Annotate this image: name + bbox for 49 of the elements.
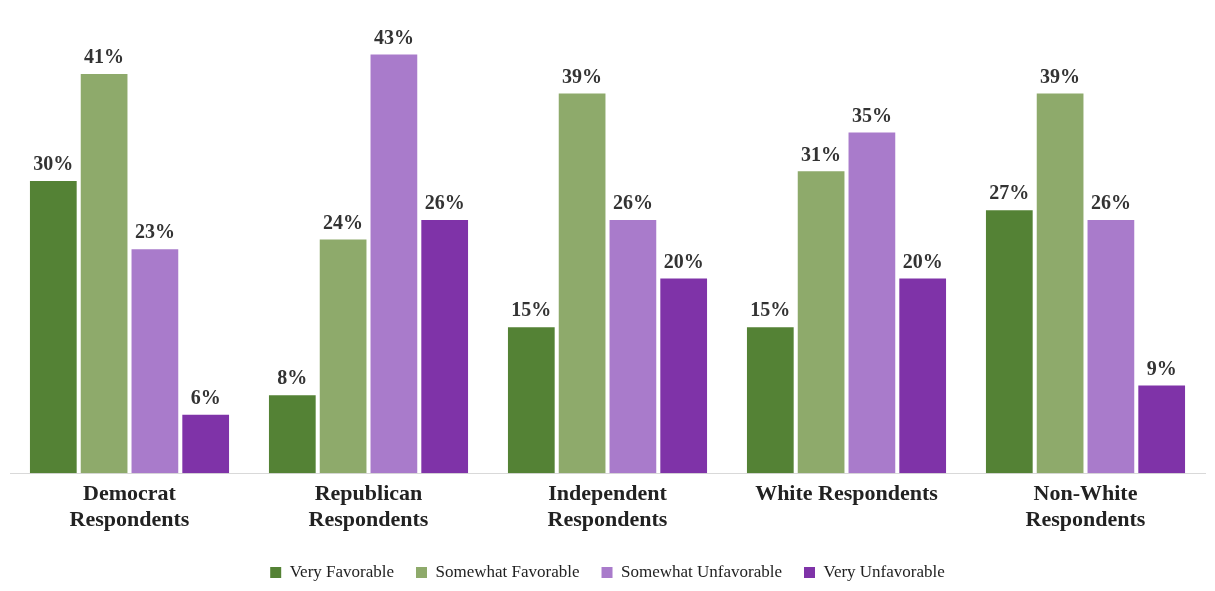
bar [609, 220, 657, 474]
bar [421, 220, 469, 474]
bar [1138, 385, 1186, 474]
data-label: 30% [33, 152, 74, 175]
data-label: 8% [277, 366, 308, 389]
data-label: 35% [851, 103, 892, 126]
bar [29, 181, 77, 474]
legend-label: Somewhat Unfavorable [621, 561, 782, 581]
bar [558, 93, 606, 474]
x-tick-label: White Respondents [755, 480, 939, 506]
data-label: 24% [323, 210, 364, 233]
legend-label: Very Unfavorable [823, 561, 945, 581]
data-label: 27% [989, 181, 1030, 204]
data-label: 9% [1146, 356, 1177, 379]
bar [1036, 93, 1084, 474]
data-label: 15% [511, 298, 552, 321]
bar [131, 249, 179, 474]
data-label: 20% [902, 249, 943, 272]
data-label: 26% [1090, 191, 1131, 214]
x-tick-label: Democrat Respondents [69, 480, 190, 532]
data-label: 26% [612, 191, 653, 214]
x-tick-label: Republican Respondents [308, 480, 429, 532]
bar [268, 395, 316, 474]
bar [182, 414, 230, 474]
data-label: 6% [190, 385, 221, 408]
data-label: 41% [84, 45, 125, 68]
bar [370, 54, 418, 474]
bar [319, 239, 367, 474]
bar [848, 132, 896, 474]
bar [746, 327, 794, 474]
bar [660, 278, 708, 474]
data-label: 39% [1040, 64, 1081, 87]
bar [80, 73, 128, 474]
bar [797, 171, 845, 474]
x-tick-label: Non-White Respondents [1025, 480, 1146, 532]
data-label: 39% [562, 64, 603, 87]
bar [1087, 220, 1135, 474]
x-tick-label: Independent Respondents [547, 480, 668, 532]
data-label: 26% [424, 191, 465, 214]
data-label: 31% [801, 142, 842, 165]
data-label: 15% [750, 298, 791, 321]
legend-label: Very Favorable [289, 561, 395, 581]
bar [507, 327, 555, 474]
bar [985, 210, 1033, 474]
data-label: 23% [134, 220, 175, 243]
data-label: 43% [373, 25, 414, 48]
data-label: 20% [663, 249, 704, 272]
bar [899, 278, 947, 474]
legend-label: Somewhat Favorable [435, 561, 580, 581]
